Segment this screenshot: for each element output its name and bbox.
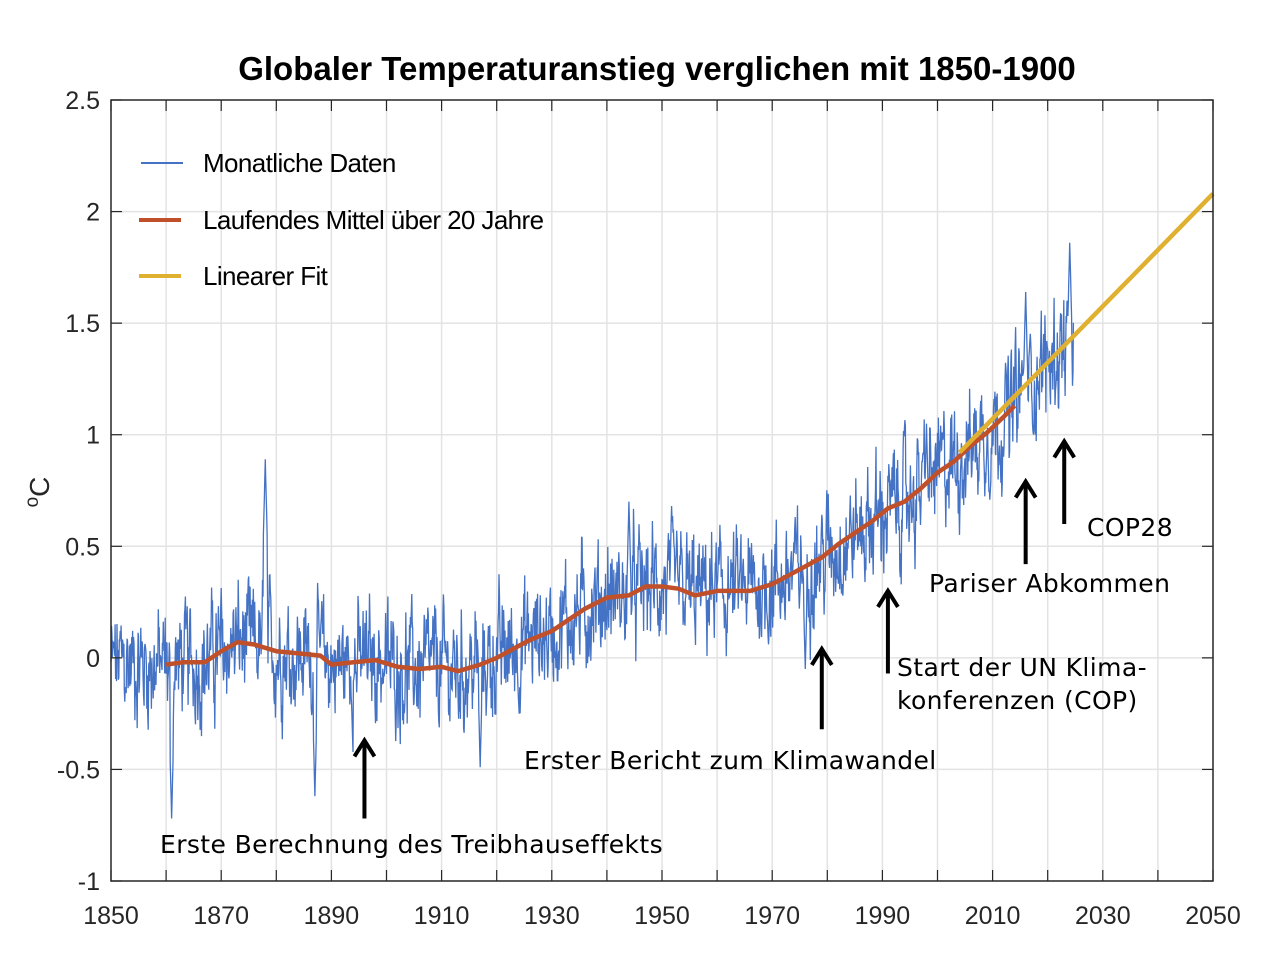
y-tick-label: 2 xyxy=(86,199,100,227)
x-tick-label: 2010 xyxy=(965,902,1021,930)
annotation-erster-bericht: Erster Bericht zum Klimawandel xyxy=(524,645,937,775)
series-monatliche-daten xyxy=(110,242,1075,819)
x-tick-label: 1990 xyxy=(855,902,911,930)
x-tick-label: 1910 xyxy=(414,902,470,930)
chart-title: Globaler Temperaturanstieg verglichen mi… xyxy=(238,50,1076,87)
annotation-label: konferenzen (COP) xyxy=(897,686,1138,715)
y-tick-label: 0.5 xyxy=(65,533,100,561)
annotation-label: COP28 xyxy=(1087,513,1173,542)
x-tick-label: 1890 xyxy=(304,902,360,930)
annotation-label: Erster Bericht zum Klimawandel xyxy=(524,746,937,775)
y-tick-label: 1 xyxy=(86,422,100,450)
annotation-cop28: COP28 xyxy=(1052,437,1173,542)
x-tick-label: 1870 xyxy=(193,902,249,930)
y-tick-label: 2.5 xyxy=(65,87,100,115)
annotation-label: Pariser Abkommen xyxy=(929,569,1170,598)
legend: Monatliche Daten Laufendes Mittel über 2… xyxy=(139,148,544,291)
legend-label-laufendes-mittel: Laufendes Mittel über 20 Jahre xyxy=(203,205,544,235)
series-laufendes-mittel xyxy=(165,404,1017,674)
x-tick-label: 1950 xyxy=(634,902,690,930)
annotation-label: Start der UN Klima- xyxy=(897,653,1147,682)
axes-layer: 1850 1870 1890 1910 1930 1950 1970 1990 2010 2030… xyxy=(57,87,1241,930)
series-linearer-fit xyxy=(957,192,1215,455)
x-tick-label: 1850 xyxy=(83,902,139,930)
x-tick-label: 2050 xyxy=(1185,902,1241,930)
annotation-treibhauseffekt: Erste Berechnung des Treibhauseffekts xyxy=(160,736,663,859)
arrow-up-icon xyxy=(1013,477,1038,499)
y-tick-label: -1 xyxy=(78,868,100,896)
y-tick-label: -0.5 xyxy=(57,756,100,784)
y-axis-label-unit: C xyxy=(24,477,55,497)
arrow-up-icon xyxy=(876,587,900,608)
x-tick-label: 2030 xyxy=(1075,902,1131,930)
annotation-label: Erste Berechnung des Treibhauseffekts xyxy=(160,830,663,859)
annotation-pariser-abkommen: Pariser Abkommen xyxy=(929,477,1170,598)
legend-label-monatliche-daten: Monatliche Daten xyxy=(203,148,396,178)
annotation-un-klimakonferenzen: Start der UN Klima-konferenzen (COP) xyxy=(876,587,1147,715)
arrow-up-icon xyxy=(352,736,377,758)
y-tick-label: 0 xyxy=(86,645,100,673)
y-axis-label: oC xyxy=(22,477,55,508)
arrow-up-icon xyxy=(810,645,834,666)
arrow-up-icon xyxy=(1052,437,1076,459)
x-tick-label: 1930 xyxy=(524,902,580,930)
series-layer xyxy=(110,192,1215,819)
y-tick-label: 1.5 xyxy=(65,310,100,338)
y-axis-label-degree: o xyxy=(22,497,43,508)
annotations-layer: Erste Berechnung des Treibhauseffekts Ers… xyxy=(160,437,1173,859)
x-tick-label: 1970 xyxy=(744,902,800,930)
legend-label-linearer-fit: Linearer Fit xyxy=(203,261,329,291)
